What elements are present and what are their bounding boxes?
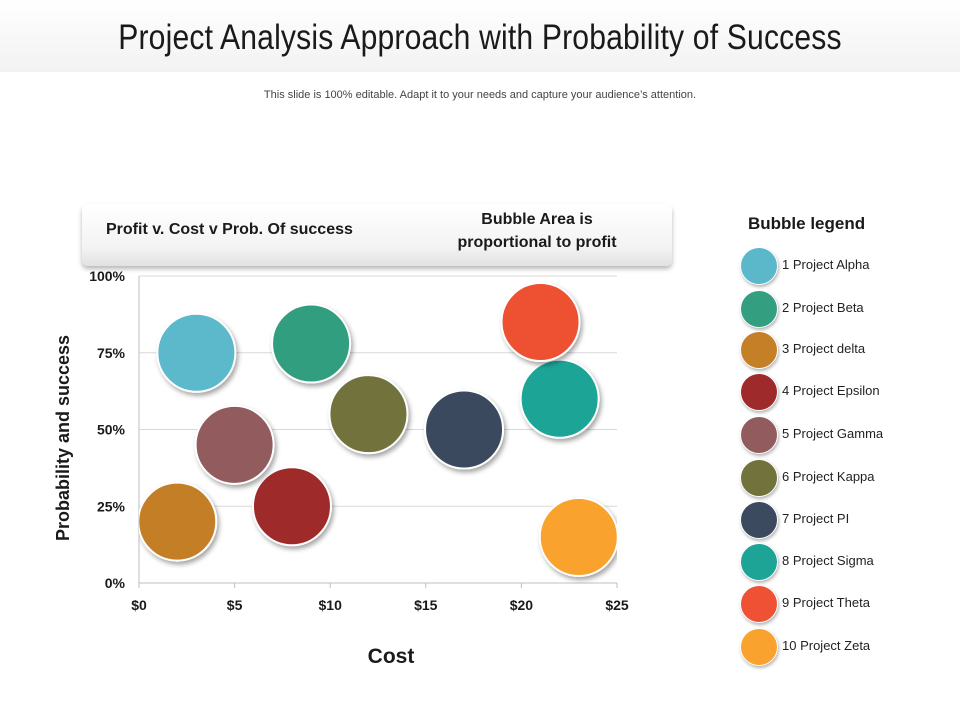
legend-label: 1 Project Alpha <box>782 257 870 272</box>
bubble-point <box>519 358 600 439</box>
bubble-point <box>156 312 237 393</box>
legend-label: 2 Project Beta <box>782 300 864 315</box>
legend-title: Bubble legend <box>748 214 866 233</box>
legend-item: 4 Project Epsilon <box>740 373 940 411</box>
x-tick-label: $0 <box>131 597 147 613</box>
header-left-text: Profit v. Cost v Prob. Of success <box>106 221 353 238</box>
bubble-point <box>251 466 332 547</box>
legend-item: 3 Project delta <box>740 331 940 369</box>
bubble-point <box>194 404 275 485</box>
legend-item: 8 Project Sigma <box>740 543 940 581</box>
x-tick-label: $20 <box>510 597 534 613</box>
legend-swatch <box>740 373 778 411</box>
x-tick-label: $5 <box>227 597 243 613</box>
y-tick-label: 75% <box>97 345 126 361</box>
page-subtitle: This slide is 100% editable. Adapt it to… <box>263 89 697 101</box>
legend-label: 6 Project Kappa <box>782 469 875 484</box>
legend-label: 10 Project Zeta <box>782 638 871 653</box>
legend-swatch <box>740 543 778 581</box>
legend-item: 10 Project Zeta <box>740 628 940 666</box>
legend-swatch <box>740 331 778 369</box>
y-tick-label: 50% <box>97 422 126 438</box>
bubble-point <box>538 496 617 577</box>
y-tick-label: 0% <box>105 575 126 591</box>
legend-item: 5 Project Gamma <box>740 416 940 454</box>
legend-swatch <box>740 416 778 454</box>
legend-label: 7 Project PI <box>782 511 850 526</box>
x-tick-label: $25 <box>605 597 629 613</box>
legend-item: 2 Project Beta <box>740 290 940 328</box>
bubble-point <box>328 374 409 455</box>
legend-label: 3 Project delta <box>782 341 866 356</box>
legend-swatch <box>740 585 778 623</box>
bubble-layer <box>139 282 617 577</box>
x-tick-label: $10 <box>319 597 343 613</box>
legend-item: 9 Project Theta <box>740 585 940 623</box>
legend-item: 6 Project Kappa <box>740 459 940 497</box>
header-right-line2: proportional to profit <box>457 234 617 251</box>
legend-item: 7 Project PI <box>740 501 940 539</box>
legend-swatch <box>740 628 778 666</box>
bubble-point <box>271 303 352 384</box>
header-right-text: Bubble Area is proportional to profit <box>412 208 662 254</box>
y-axis-title: Probability and success <box>53 335 73 541</box>
title-band <box>0 0 960 72</box>
legend-swatch <box>740 501 778 539</box>
y-tick-label: 100% <box>89 268 125 284</box>
bubble-point <box>139 481 218 562</box>
y-tick-label: 25% <box>97 498 126 514</box>
axis-layer: 0% 25% 50% 75% 100% $0 $5 $10 $15 $20 $25 <box>89 268 629 613</box>
chart-header-bar: Profit v. Cost v Prob. Of success Bubble… <box>82 204 672 266</box>
legend-swatch <box>740 290 778 328</box>
x-tick-label: $15 <box>414 597 438 613</box>
legend-label: 4 Project Epsilon <box>782 383 880 398</box>
page-title: Project Analysis Approach with Probabili… <box>118 18 842 57</box>
bubble-point <box>500 282 581 363</box>
legend-label: 9 Project Theta <box>782 595 870 610</box>
bubble-point <box>424 389 505 470</box>
x-axis-title: Cost <box>368 645 415 668</box>
legend-label: 5 Project Gamma <box>782 426 884 441</box>
legend-swatch <box>740 247 778 285</box>
legend-item: 1 Project Alpha <box>740 247 940 285</box>
header-right-line1: Bubble Area is <box>481 211 593 228</box>
legend-swatch <box>740 459 778 497</box>
legend-label: 8 Project Sigma <box>782 553 874 568</box>
